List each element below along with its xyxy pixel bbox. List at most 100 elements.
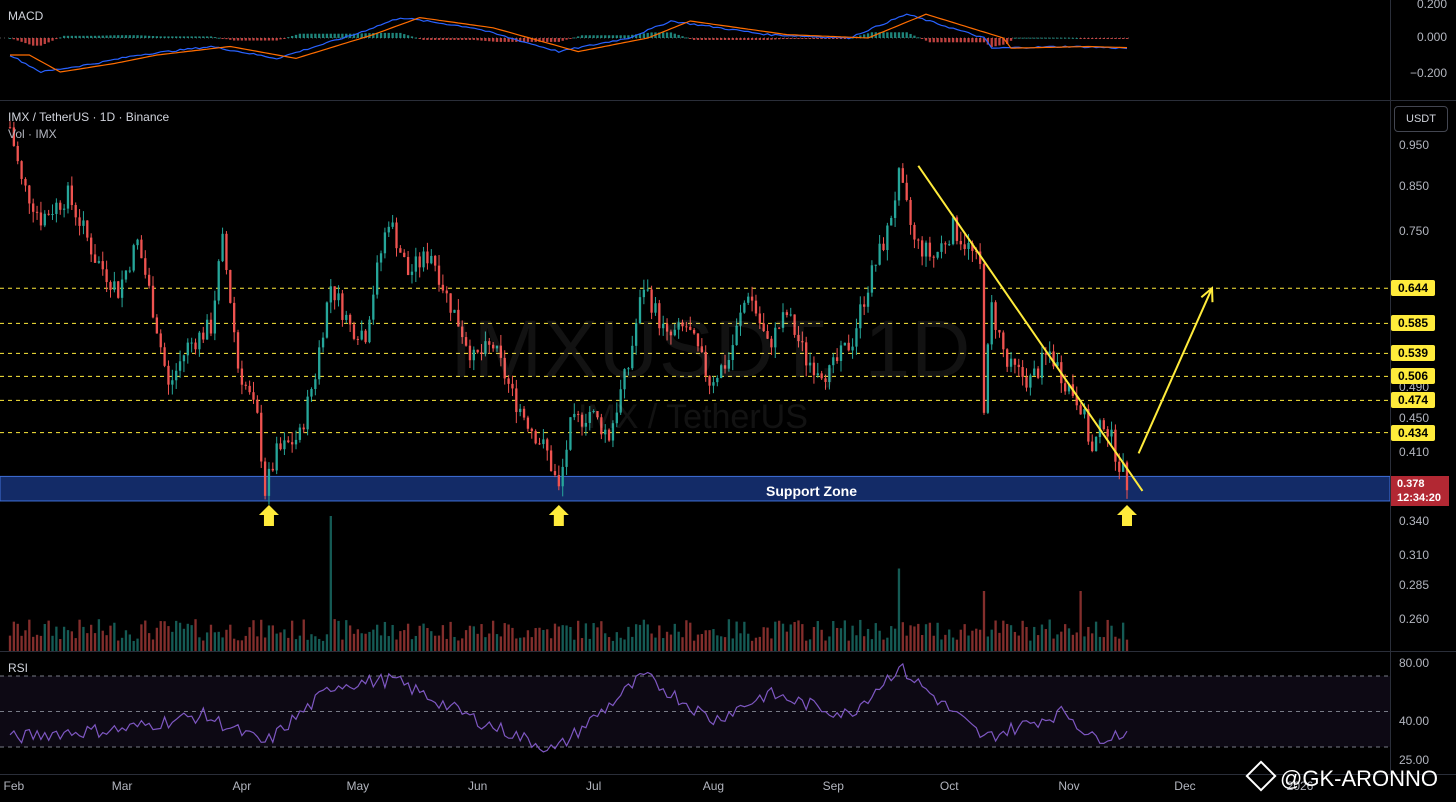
price-tick: 0.850 [1399, 178, 1430, 193]
macd-histogram-bar [360, 33, 363, 38]
macd-line [9, 13, 1128, 74]
macd-histogram-bar [975, 38, 978, 43]
macd-histogram-bar [990, 38, 993, 47]
macd-histogram-bar [275, 38, 278, 41]
macd-histogram-bar [55, 38, 58, 40]
macd-histogram-bar [480, 38, 483, 41]
volume-bar [735, 621, 738, 651]
pane-separator[interactable] [0, 651, 1456, 652]
symbol-title[interactable]: IMX / TetherUS · 1D · Binance [8, 110, 170, 124]
macd-histogram-bar [538, 38, 541, 42]
candle-body [928, 242, 932, 257]
macd-histogram-bar [194, 36, 197, 38]
candle-body [101, 261, 104, 270]
volume-bar [994, 620, 997, 651]
candle-body [167, 365, 170, 385]
candle-body [1118, 461, 1121, 472]
volume-bar [623, 639, 626, 651]
macd-pane[interactable] [0, 0, 1390, 100]
macd-histogram-bar [376, 32, 379, 38]
volume-bar [928, 622, 932, 651]
volume-bar [225, 629, 228, 651]
macd-histogram-bar [519, 38, 522, 42]
pane-separator[interactable] [0, 100, 1456, 101]
candle-body [472, 349, 475, 361]
volume-bar [66, 630, 70, 651]
candle-body [631, 345, 634, 369]
candle-body [97, 261, 101, 263]
candle-body [302, 427, 305, 430]
rsi-axis[interactable] [1390, 652, 1456, 774]
macd-histogram-bar [267, 38, 271, 41]
macd-histogram-bar [391, 32, 394, 38]
candle-body [182, 355, 186, 362]
macd-histogram-bar [1114, 38, 1117, 39]
candle-body [333, 286, 336, 301]
volume-bar [163, 621, 166, 651]
chart-canvas[interactable] [0, 0, 1390, 802]
current-price-tag: 0.378 12:34:20 [1391, 476, 1449, 506]
candle-body [600, 417, 603, 435]
macd-histogram-bar [604, 35, 607, 38]
candle-body [298, 427, 302, 440]
candle-body [356, 338, 360, 340]
candle-body [573, 413, 576, 418]
candle-body [924, 242, 928, 257]
volume-bar [283, 629, 286, 651]
candle-body [565, 449, 568, 467]
macd-histogram-bar [453, 38, 456, 40]
volume-bar [913, 626, 916, 651]
volume-bar [279, 632, 282, 651]
volume-bar [433, 635, 437, 651]
macd-price-axis[interactable]: 0.200 0.000 −0.200 [1390, 0, 1456, 100]
volume-bar [604, 633, 607, 651]
candle-body [577, 413, 580, 415]
macd-histogram-bar [1036, 37, 1040, 39]
macd-histogram-bar [248, 38, 251, 41]
volume-bar [805, 640, 808, 651]
macd-histogram-bar [561, 38, 564, 41]
volume-bar [1006, 623, 1009, 651]
price-tick: 0.310 [1399, 547, 1430, 562]
volume-bar [399, 631, 402, 651]
price-level-label: 0.539 [1391, 345, 1435, 362]
volume-bar [175, 620, 178, 651]
volume-bar [198, 637, 201, 651]
volume-label[interactable]: Vol · IMX [8, 127, 57, 141]
volume-bar [754, 637, 758, 651]
macd-histogram-bar [441, 38, 445, 40]
candle-body [1013, 358, 1017, 365]
volume-bar [762, 627, 765, 651]
volume-bar [878, 630, 881, 651]
volume-bar [345, 620, 348, 651]
volume-bar [70, 631, 74, 651]
volume-bar [851, 625, 854, 651]
volume-bar [1013, 631, 1017, 651]
volume-bar [932, 635, 935, 651]
candle-body [835, 357, 839, 361]
candle-body [433, 255, 437, 266]
price-pane[interactable] [0, 101, 1390, 651]
volume-bar [233, 638, 236, 651]
macd-histogram-bar [739, 38, 742, 40]
macd-histogram-bar [959, 38, 962, 43]
candle-body [198, 332, 201, 350]
volume-bar [619, 637, 622, 651]
volume-bar [870, 639, 874, 651]
volume-bar [584, 623, 588, 651]
macd-histogram-bar [120, 35, 124, 38]
candle-body [619, 389, 622, 413]
binance-logo-icon [1245, 760, 1277, 792]
candle-body [1056, 362, 1059, 367]
currency-button[interactable]: USDT [1394, 106, 1448, 132]
macd-histogram-bar [793, 38, 796, 39]
macd-histogram-bar [1044, 37, 1047, 39]
macd-histogram-bar [689, 38, 692, 39]
macd-histogram-bar [337, 33, 340, 38]
candle-body [47, 213, 50, 215]
volume-bar [1071, 634, 1075, 651]
macd-histogram-bar [580, 35, 584, 38]
macd-histogram-bar [1002, 38, 1005, 45]
macd-histogram-bar [213, 37, 217, 39]
rsi-tick: 25.00 [1399, 753, 1430, 767]
